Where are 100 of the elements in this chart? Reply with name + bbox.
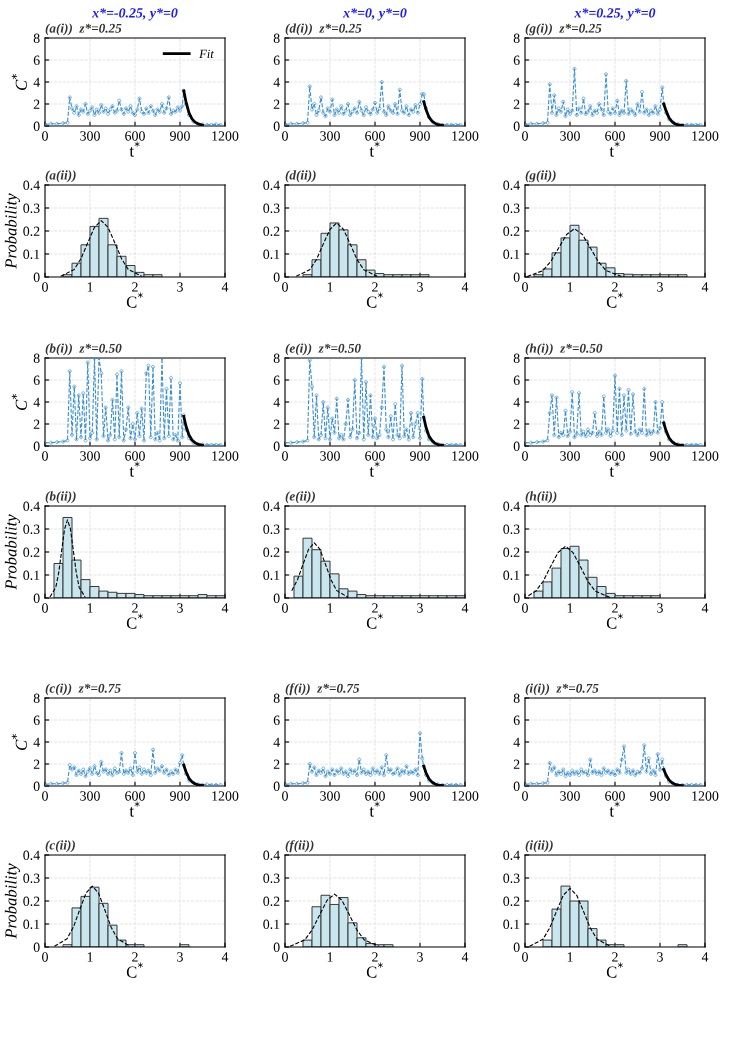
y-tick-label: 4 [273, 77, 280, 87]
chart-subtitle: (d(ii)) [285, 170, 316, 183]
chart-subtitle: (a(ii)) [45, 170, 76, 183]
x-tick-label: 0 [522, 131, 528, 141]
x-tick-label: 3 [657, 603, 663, 613]
x-tick-label: 900 [170, 791, 190, 801]
y-tick-label: 0.2 [503, 896, 520, 907]
y-tick-label: 0.1 [263, 249, 280, 260]
x-tick-label: 2 [132, 603, 138, 613]
y-axis-title: C$^{*}$ [11, 74, 27, 90]
x-tick-label: 4 [221, 603, 229, 613]
chart-subtitle: (h(i)) z*=0.50 [525, 343, 603, 356]
x-tick-label: 3 [417, 952, 423, 962]
y-tick-label: 0 [513, 121, 520, 131]
x-tick-label: 4 [701, 952, 709, 962]
x-tick-label: 4 [461, 603, 469, 613]
x-tick-label: 1200 [212, 451, 239, 461]
chart-title: x*=0.25, y*=0 [574, 8, 656, 21]
x-tick-label: 4 [701, 603, 709, 613]
y-axis-title: Probability [4, 863, 20, 939]
chart-subtitle: (i(i)) z*=0.75 [525, 683, 599, 696]
x-axis-title: C$^{*}$ [606, 962, 623, 978]
chart-subtitle: (c(i)) z*=0.75 [45, 683, 121, 696]
chart-subtitle: (b(i)) z*=0.50 [45, 343, 122, 356]
y-tick-label: 0.1 [503, 249, 520, 260]
x-axis-title: t$^{*}$ [369, 141, 380, 157]
y-tick-label: 8 [33, 353, 40, 363]
y-tick-label: 0.1 [503, 919, 520, 930]
x-tick-label: 1200 [692, 451, 719, 461]
x-axis-title: t$^{*}$ [609, 461, 620, 477]
x-tick-label: 900 [410, 451, 430, 461]
y-tick-label: 6 [513, 715, 520, 725]
y-tick-label: 0 [33, 272, 40, 282]
y-tick-label: 8 [513, 693, 520, 703]
x-tick-label: 900 [650, 451, 670, 461]
y-tick-label: 0.3 [263, 873, 280, 884]
x-tick-label: 300 [320, 791, 340, 801]
x-tick-label: 3 [657, 282, 663, 292]
y-tick-label: 0 [273, 781, 280, 791]
x-tick-label: 1 [87, 603, 93, 613]
y-tick-label: 2 [513, 419, 520, 429]
x-tick-label: 1 [87, 952, 93, 962]
chart-title: x*=-0.25, y*=0 [92, 8, 178, 21]
chart-subtitle: (g(i)) z*=0.25 [525, 23, 602, 36]
x-tick-label: 300 [80, 131, 100, 141]
y-tick-label: 0.2 [503, 547, 520, 558]
y-tick-label: 0.4 [23, 501, 40, 512]
y-tick-label: 8 [273, 353, 280, 363]
x-tick-label: 1 [327, 282, 333, 292]
x-tick-label: 0 [522, 791, 528, 801]
y-tick-label: 0 [513, 441, 520, 451]
x-tick-label: 2 [372, 603, 378, 613]
x-tick-label: 900 [170, 131, 190, 141]
x-tick-label: 4 [221, 952, 229, 962]
x-axis-title: C$^{*}$ [126, 962, 143, 978]
x-tick-label: 1200 [452, 131, 479, 141]
y-tick-label: 6 [273, 55, 280, 65]
y-tick-label: 6 [273, 715, 280, 725]
x-tick-label: 900 [650, 791, 670, 801]
x-tick-label: 0 [522, 952, 528, 962]
y-tick-label: 0.2 [503, 226, 520, 237]
x-tick-label: 600 [605, 451, 625, 461]
y-tick-label: 6 [273, 375, 280, 385]
y-tick-label: 0.2 [23, 896, 40, 907]
chart-subtitle: (f(i)) z*=0.75 [285, 683, 360, 696]
y-tick-label: 0.2 [263, 547, 280, 558]
x-tick-label: 0 [522, 282, 528, 292]
y-tick-label: 0 [33, 593, 40, 603]
x-tick-label: 900 [410, 131, 430, 141]
y-axis-title: C$^{*}$ [11, 734, 27, 750]
x-tick-label: 2 [612, 282, 618, 292]
x-tick-label: 3 [417, 282, 423, 292]
x-tick-label: 600 [365, 791, 385, 801]
x-tick-label: 300 [80, 791, 100, 801]
x-tick-label: 300 [320, 131, 340, 141]
x-axis-title: C$^{*}$ [606, 613, 623, 629]
x-tick-label: 1 [87, 282, 93, 292]
x-tick-label: 1 [567, 603, 573, 613]
x-axis-title: t$^{*}$ [609, 141, 620, 157]
y-tick-label: 4 [513, 77, 520, 87]
y-axis-title: Probability [4, 514, 20, 590]
y-tick-label: 8 [273, 33, 280, 43]
y-tick-label: 0 [513, 781, 520, 791]
y-tick-label: 0.4 [23, 180, 40, 191]
y-tick-label: 0.3 [23, 203, 40, 214]
y-tick-label: 0.3 [263, 203, 280, 214]
y-tick-label: 0.3 [503, 203, 520, 214]
y-tick-label: 0.3 [23, 873, 40, 884]
chart-title: x*=0, y*=0 [343, 8, 407, 21]
y-axis-title: C$^{*}$ [11, 394, 27, 410]
y-tick-label: 0 [513, 272, 520, 282]
x-tick-label: 2 [132, 952, 138, 962]
x-tick-label: 0 [42, 603, 48, 613]
x-tick-label: 600 [365, 451, 385, 461]
x-tick-label: 2 [612, 603, 618, 613]
y-tick-label: 8 [33, 693, 40, 703]
y-tick-label: 2 [513, 759, 520, 769]
y-tick-label: 4 [33, 737, 40, 747]
y-tick-label: 0.4 [263, 850, 280, 861]
chart-subtitle: (h(ii)) [525, 491, 557, 504]
